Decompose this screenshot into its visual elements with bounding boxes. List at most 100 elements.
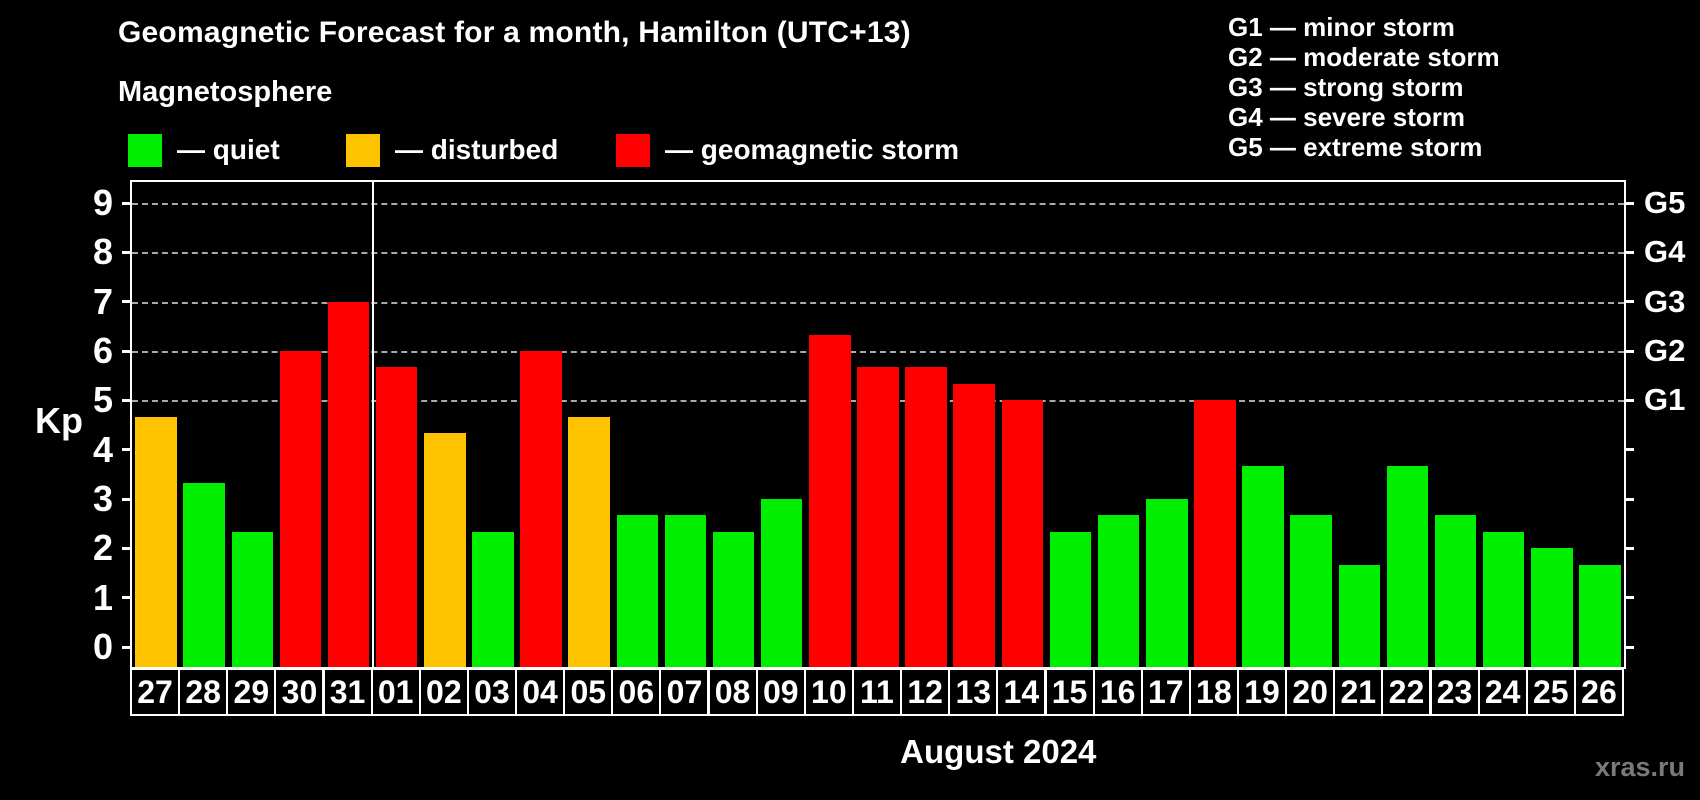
- kp-bar: [809, 334, 851, 667]
- kp-bar: [905, 367, 947, 667]
- y-axis-tick: [122, 596, 132, 600]
- legend-label-disturbed: — disturbed: [395, 134, 559, 165]
- y-axis-tick: [122, 497, 132, 501]
- x-axis-day-box: 24: [1477, 668, 1528, 716]
- x-axis-day-box: 10: [803, 668, 854, 716]
- g-axis-label-g4: G4: [1644, 234, 1686, 270]
- kp-bar: [231, 532, 274, 667]
- y-axis-tick: [122, 349, 132, 353]
- kp-bar: [472, 532, 514, 667]
- g-axis-tick: [1624, 201, 1634, 205]
- watermark: xras.ru: [1594, 752, 1685, 782]
- chart-subtitle: Magnetosphere: [118, 76, 333, 108]
- x-axis-day-box: 20: [1285, 668, 1336, 716]
- x-axis-day-box: 04: [515, 668, 566, 716]
- kp-bar: [953, 384, 995, 667]
- kp-bar: [1194, 400, 1236, 667]
- x-axis-day-box: 09: [755, 668, 806, 716]
- legend-item-storm: — geomagnetic storm: [616, 133, 959, 167]
- storm-scale-g2: G2 — moderate storm: [1228, 42, 1500, 72]
- g-axis-tick: [1624, 448, 1634, 452]
- legend-item-disturbed: — disturbed: [346, 133, 558, 167]
- y-axis-tick-label: 3: [92, 478, 113, 519]
- legend-label-storm: — geomagnetic storm: [665, 134, 960, 165]
- g-axis-tick: [1624, 349, 1634, 353]
- x-axis-day-box: 19: [1237, 668, 1288, 716]
- x-axis-day-box: 15: [1044, 668, 1095, 716]
- y-axis-tick-label: 9: [92, 182, 113, 223]
- x-axis-day-box: 08: [707, 668, 758, 716]
- legend-label-quiet: — quiet: [177, 134, 280, 165]
- g-axis-tick: [1624, 645, 1634, 649]
- kp-bar: [135, 416, 177, 667]
- kp-bar: [760, 499, 803, 667]
- g-axis-tick: [1624, 596, 1634, 600]
- x-axis-day-box: 16: [1092, 668, 1143, 716]
- kp-bar: [616, 515, 659, 667]
- disturbed-color-swatch: [346, 133, 380, 167]
- legend-item-quiet: — quiet: [128, 133, 280, 167]
- kp-bar: [424, 433, 466, 667]
- y-axis-tick: [122, 201, 132, 205]
- x-axis-day-box: 27: [130, 668, 181, 716]
- kp-bar: [1290, 515, 1332, 667]
- y-axis-tick: [122, 645, 132, 649]
- x-axis-day-box: 01: [370, 668, 421, 716]
- x-axis-day-box: 18: [1188, 668, 1239, 716]
- x-axis-day-box: 29: [226, 668, 277, 716]
- kp-bar: [1097, 515, 1140, 667]
- y-axis-tick: [122, 398, 132, 402]
- kp-bar: [520, 351, 562, 667]
- storm-scale-g4: G4 — severe storm: [1228, 102, 1466, 132]
- kp-bar: [183, 482, 225, 667]
- kp-bar: [375, 367, 418, 667]
- g-axis-tick: [1624, 398, 1634, 402]
- g-axis-tick: [1624, 250, 1634, 254]
- x-axis-day-box: 14: [996, 668, 1047, 716]
- x-axis-day-box: 17: [1140, 668, 1191, 716]
- x-axis-day-box: 11: [851, 668, 902, 716]
- g-axis-label-g3: G3: [1644, 283, 1686, 319]
- y-axis-tick-label: 0: [92, 626, 113, 667]
- kp-bar: [857, 367, 899, 667]
- kp-bar: [279, 351, 322, 667]
- x-axis-day-box: 31: [322, 668, 373, 716]
- y-axis-tick-label: 1: [92, 576, 113, 618]
- y-axis-tick-label: 7: [92, 280, 113, 322]
- storm-scale-legend: G1 — minor storm G2 — moderate storm G3 …: [1228, 12, 1500, 162]
- g-axis-tick: [1624, 300, 1634, 304]
- x-axis-day-box: 13: [948, 668, 999, 716]
- g-axis-label-g2: G2: [1644, 333, 1686, 368]
- y-axis-tick-label: 8: [92, 231, 113, 273]
- storm-color-swatch: [616, 133, 650, 167]
- x-axis-day-box: 06: [611, 668, 662, 716]
- kp-bar: [1531, 548, 1573, 667]
- kp-bar: [1146, 499, 1188, 667]
- x-axis-day-box: 07: [659, 668, 710, 716]
- y-axis-tick-label: 4: [92, 428, 113, 470]
- kp-bar: [712, 532, 755, 667]
- g-axis-label-g5: G5: [1644, 185, 1686, 220]
- kp-bar: [568, 416, 610, 667]
- x-axis-day-box: 12: [900, 668, 951, 716]
- kp-bar: [1579, 564, 1621, 667]
- y-axis-tick: [122, 300, 132, 304]
- y-axis-tick: [122, 546, 132, 550]
- x-axis-day-box: 30: [274, 668, 325, 716]
- chart-title: Geomagnetic Forecast for a month, Hamilt…: [118, 16, 911, 49]
- kp-bar: [664, 515, 707, 667]
- kp-bar: [1434, 515, 1477, 667]
- x-axis-day-box: 05: [563, 668, 614, 716]
- g-axis-tick: [1624, 546, 1634, 550]
- g-axis-tick: [1624, 497, 1634, 501]
- kp-bar: [1049, 532, 1092, 667]
- gridline-kp8: [132, 252, 1624, 255]
- storm-scale-g3: G3 — strong storm: [1228, 72, 1464, 102]
- kp-bar: [1338, 564, 1381, 667]
- month-separator-line: [371, 182, 374, 667]
- kp-bar: [1386, 465, 1429, 667]
- storm-scale-g5: G5 — extreme storm: [1228, 132, 1483, 162]
- y-axis-title: Kp: [35, 400, 83, 441]
- x-axis-day-box: 25: [1525, 668, 1576, 716]
- storm-scale-g1: G1 — minor storm: [1228, 12, 1455, 42]
